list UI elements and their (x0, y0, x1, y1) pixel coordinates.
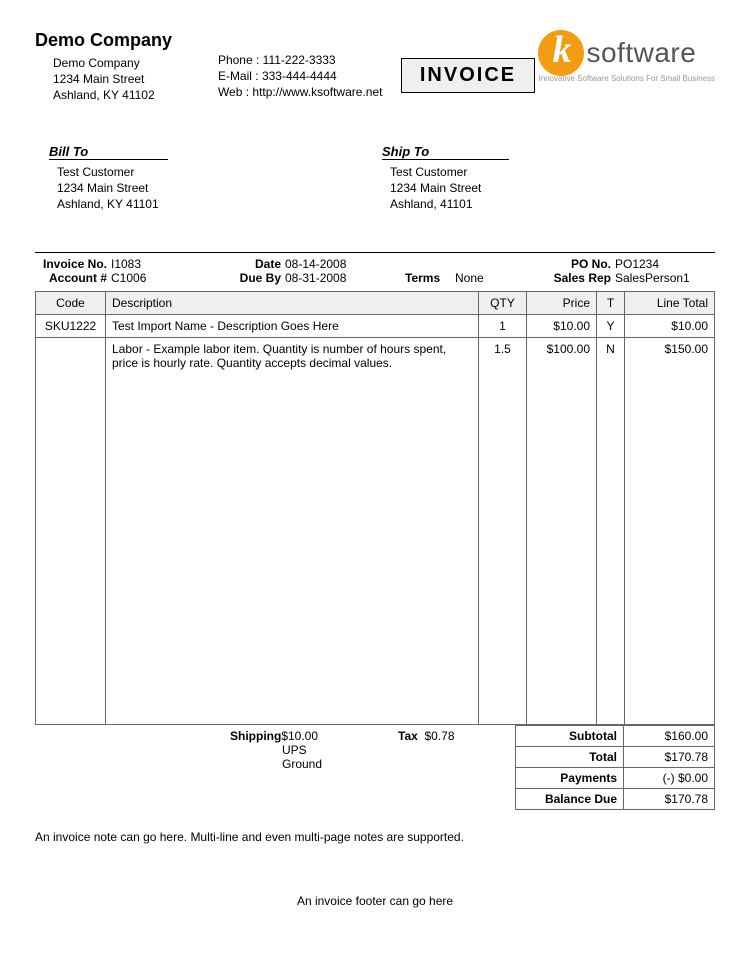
bottom-section: Shipping$10.00 Tax $0.78 UPS Ground Subt… (35, 725, 715, 810)
billto-heading: Bill To (49, 144, 168, 160)
email-value: 333-444-4444 (262, 69, 337, 83)
tax-value: $0.78 (425, 729, 455, 743)
logo-icon: k (538, 30, 584, 76)
company-street: 1234 Main Street (53, 71, 218, 87)
items-table: Code Description QTY Price T Line Total … (35, 291, 715, 725)
tax-label: Tax (398, 729, 418, 743)
cell-t: N (597, 338, 625, 375)
cell-price: $100.00 (527, 338, 597, 375)
shipping-label: Shipping (230, 729, 281, 743)
table-row: SKU1222 Test Import Name - Description G… (36, 315, 715, 338)
cell-price: $10.00 (527, 315, 597, 338)
contact-block: Phone : 111-222-3333 E-Mail : 333-444-44… (218, 30, 401, 101)
payments-label: Payments (516, 768, 624, 788)
salesrep-value: SalesPerson1 (615, 271, 690, 285)
meta-row-2: Account #C1006 Due By08-31-2008 TermsNon… (35, 271, 715, 285)
cell-code (36, 338, 106, 375)
cell-desc: Test Import Name - Description Goes Here (106, 315, 479, 338)
th-desc: Description (106, 292, 479, 315)
email-label: E-Mail : (218, 69, 259, 83)
account-label: Account # (35, 271, 111, 285)
total-value: $170.78 (624, 747, 714, 767)
company-block: Demo Company Demo Company 1234 Main Stre… (35, 30, 218, 104)
cell-total: $150.00 (625, 338, 715, 375)
balance-label: Balance Due (516, 789, 624, 809)
total-label: Total (516, 747, 624, 767)
cell-qty: 1 (479, 315, 527, 338)
header: Demo Company Demo Company 1234 Main Stre… (35, 30, 715, 104)
invoice-no: I1083 (111, 257, 141, 271)
phone-value: 111-222-3333 (263, 53, 336, 67)
invoice-note: An invoice note can go here. Multi-line … (35, 830, 715, 844)
cell-desc: Labor - Example labor item. Quantity is … (106, 338, 479, 375)
account-value: C1006 (111, 271, 146, 285)
billto-street: 1234 Main Street (57, 180, 382, 196)
po-label: PO No. (545, 257, 615, 271)
invoice-badge: INVOICE (401, 58, 535, 93)
payments-value: (-) $0.00 (624, 768, 714, 788)
subtotal-value: $160.00 (624, 726, 714, 746)
addresses: Bill To Test Customer 1234 Main Street A… (35, 144, 715, 213)
th-total: Line Total (625, 292, 715, 315)
web-value: http://www.ksoftware.net (252, 85, 382, 99)
divider (35, 252, 715, 253)
terms-label: Terms (405, 271, 455, 285)
shipto-citystate: Ashland, 41101 (390, 196, 715, 212)
table-header-row: Code Description QTY Price T Line Total (36, 292, 715, 315)
meta-row-1: Invoice No.I1083 Date08-14-2008 PO No.PO… (35, 257, 715, 271)
balance-value: $170.78 (624, 789, 714, 809)
th-qty: QTY (479, 292, 527, 315)
cell-qty: 1.5 (479, 338, 527, 375)
billto-name: Test Customer (57, 164, 382, 180)
billto-citystate: Ashland, KY 41101 (57, 196, 382, 212)
shipping-tax-block: Shipping$10.00 Tax $0.78 UPS Ground (35, 725, 335, 810)
right-header: INVOICE k software Innovative Software S… (401, 30, 715, 101)
date-label: Date (225, 257, 285, 271)
invoice-page: Demo Company Demo Company 1234 Main Stre… (0, 0, 750, 928)
shipto-block: Ship To Test Customer 1234 Main Street A… (382, 144, 715, 213)
phone-label: Phone : (218, 53, 259, 67)
table-row: Labor - Example labor item. Quantity is … (36, 338, 715, 375)
cell-total: $10.00 (625, 315, 715, 338)
web-label: Web : (218, 85, 249, 99)
cell-t: Y (597, 315, 625, 338)
th-price: Price (527, 292, 597, 315)
company-citystate: Ashland, KY 41102 (53, 87, 218, 103)
shipto-heading: Ship To (382, 144, 509, 160)
cell-code: SKU1222 (36, 315, 106, 338)
th-code: Code (36, 292, 106, 315)
th-t: T (597, 292, 625, 315)
po-value: PO1234 (615, 257, 659, 271)
totals-block: Subtotal$160.00 Total$170.78 Payments(-)… (515, 725, 715, 810)
shipping-amount: $10.00 (281, 729, 318, 743)
shipping-method: UPS Ground (282, 743, 335, 771)
invoice-footer: An invoice footer can go here (35, 894, 715, 908)
shipto-street: 1234 Main Street (390, 180, 715, 196)
logo-text: software (586, 37, 696, 69)
terms-value: None (455, 271, 484, 285)
invoice-no-label: Invoice No. (35, 257, 111, 271)
company-title: Demo Company (35, 30, 218, 51)
table-filler (36, 374, 715, 724)
shipto-name: Test Customer (390, 164, 715, 180)
dueby-label: Due By (225, 271, 285, 285)
dueby-value: 08-31-2008 (285, 271, 346, 285)
subtotal-label: Subtotal (516, 726, 624, 746)
company-name: Demo Company (53, 55, 218, 71)
logo: k software Innovative Software Solutions… (538, 30, 715, 83)
date-value: 08-14-2008 (285, 257, 346, 271)
salesrep-label: Sales Rep (545, 271, 615, 285)
billto-block: Bill To Test Customer 1234 Main Street A… (35, 144, 382, 213)
